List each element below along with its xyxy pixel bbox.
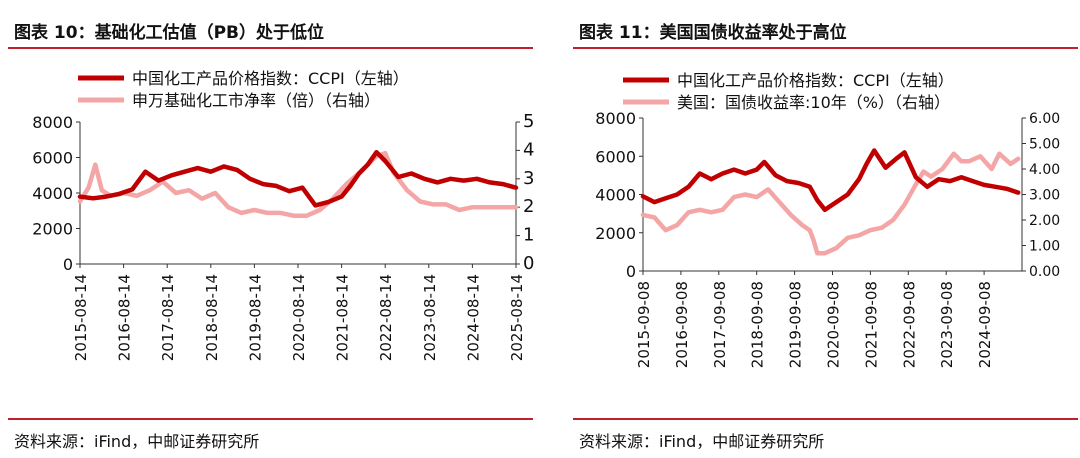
left-series-line-2 bbox=[77, 150, 519, 218]
left-line-chart: 中国化工产品价格指数：CCPI（左轴） 申万基础化工市净率（倍）（右轴） 0 2000… bbox=[32, 69, 534, 361]
left-x-tick-label-10: 2025-08-14 bbox=[508, 274, 526, 361]
left-y-right-tick-label-1: 1 bbox=[523, 225, 534, 246]
right-y-right-tick-label-4: 4.00 bbox=[1029, 162, 1060, 178]
left-source-note: 资料来源：iFind，中邮证券研究所 bbox=[14, 432, 260, 451]
right-x-tick-label-7: 2022-09-08 bbox=[900, 281, 918, 368]
right-y-left-tick-label-0: 0 bbox=[626, 262, 636, 281]
right-y-right-tick-label-0: 0.00 bbox=[1029, 264, 1060, 280]
left-x-tick-label-1: 2016-08-14 bbox=[116, 274, 134, 361]
left-legend-label-1: 中国化工产品价格指数：CCPI（左轴） bbox=[132, 69, 409, 88]
left-y-right-tick-label-0: 0 bbox=[523, 253, 534, 274]
right-x-tick-label-6: 2021-09-08 bbox=[862, 281, 880, 368]
right-title-divider bbox=[573, 47, 1078, 49]
right-x-tick-label-0: 2015-09-08 bbox=[635, 281, 653, 368]
right-legend-label-2: 美国：国债收益率:10年（%）（右轴） bbox=[677, 93, 950, 112]
right-x-tick-label-9: 2024-09-08 bbox=[976, 281, 994, 368]
left-x-tick-label-6: 2021-08-14 bbox=[334, 274, 352, 361]
right-x-tick-label-1: 2016-09-08 bbox=[673, 281, 691, 368]
left-x-tick-label-7: 2022-08-14 bbox=[377, 274, 395, 361]
left-x-tick-label-0: 2015-08-14 bbox=[72, 274, 90, 361]
right-legend-label-1: 中国化工产品价格指数：CCPI（左轴） bbox=[677, 71, 954, 90]
right-x-tick-label-5: 2020-09-08 bbox=[825, 281, 843, 368]
right-y-right-tick-label-6: 6.00 bbox=[1029, 111, 1060, 127]
right-source-divider bbox=[573, 418, 1078, 420]
left-x-tick-label-8: 2023-08-14 bbox=[421, 274, 439, 361]
left-series-line-1 bbox=[77, 149, 519, 208]
left-x-tick-label-5: 2020-08-14 bbox=[290, 274, 308, 361]
left-y-right-tick-label-5: 5 bbox=[523, 111, 534, 132]
right-x-tick-label-2: 2017-09-08 bbox=[711, 281, 729, 368]
right-chart-title: 图表 11：美国国债收益率处于高位 bbox=[579, 23, 847, 43]
right-series-line-1 bbox=[640, 148, 1021, 213]
right-y-left-tick-label-2: 4000 bbox=[595, 186, 636, 205]
left-y-right-tick-label-3: 3 bbox=[523, 168, 534, 189]
right-y-left-tick-label-1: 2000 bbox=[595, 224, 636, 243]
left-y-left-tick-label-1: 2000 bbox=[32, 220, 73, 239]
right-source-note: 资料来源：iFind，中邮证券研究所 bbox=[579, 432, 825, 451]
left-y-left-tick-label-0: 0 bbox=[63, 255, 73, 274]
left-x-tick-label-3: 2018-08-14 bbox=[203, 274, 221, 361]
right-y-left-tick-label-3: 6000 bbox=[595, 147, 636, 166]
right-y-right-tick-label-1: 1.00 bbox=[1029, 239, 1060, 255]
right-y-right-tick-label-2: 2.00 bbox=[1029, 213, 1060, 229]
left-y-right-tick-label-2: 2 bbox=[523, 196, 534, 217]
right-x-tick-label-8: 2023-09-08 bbox=[938, 281, 956, 368]
right-line-chart: 中国化工产品价格指数：CCPI（左轴）美国：国债收益率:10年（%）（右轴）02… bbox=[595, 71, 1060, 368]
right-x-tick-label-3: 2018-09-08 bbox=[749, 281, 767, 368]
left-x-tick-label-4: 2019-08-14 bbox=[246, 274, 264, 361]
right-y-right-tick-label-5: 5.00 bbox=[1029, 137, 1060, 153]
right-x-tick-label-4: 2019-09-08 bbox=[787, 281, 805, 368]
right-chart-panel: 图表 11：美国国债收益率处于高位 中国化工产品价格指数：CCPI（左轴） 美国：… bbox=[565, 0, 1080, 458]
left-y-left-tick-label-3: 6000 bbox=[32, 149, 73, 168]
left-source-divider bbox=[8, 418, 533, 420]
right-series-line-2 bbox=[640, 151, 1021, 256]
left-title-divider bbox=[8, 47, 533, 49]
right-y-left-tick-label-4: 8000 bbox=[595, 109, 636, 128]
left-y-left-tick-label-2: 4000 bbox=[32, 184, 73, 203]
left-x-tick-label-2: 2017-08-14 bbox=[159, 274, 177, 361]
left-legend-label-2: 申万基础化工市净率（倍）（右轴） bbox=[132, 91, 380, 110]
left-x-tick-label-9: 2024-08-14 bbox=[464, 274, 482, 361]
left-chart-panel: 图表 10：基础化工估值（PB）处于低位 中国化工产品价格指数：CCPI（左轴）… bbox=[8, 23, 534, 451]
right-y-right-tick-label-3: 3.00 bbox=[1029, 188, 1060, 204]
left-y-right-tick-label-4: 4 bbox=[523, 139, 534, 160]
left-chart-title: 图表 10：基础化工估值（PB）处于低位 bbox=[14, 23, 324, 43]
left-y-left-tick-label-4: 8000 bbox=[32, 113, 73, 132]
